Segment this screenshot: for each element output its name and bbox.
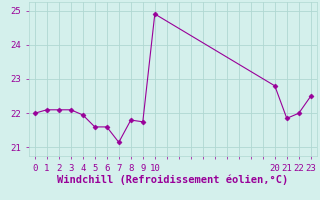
X-axis label: Windchill (Refroidissement éolien,°C): Windchill (Refroidissement éolien,°C) [57,174,288,185]
